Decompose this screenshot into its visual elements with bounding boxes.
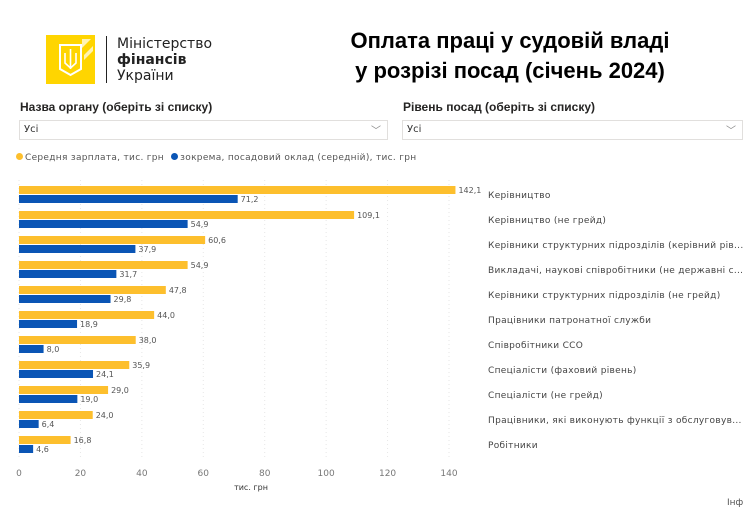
bar-avg-salary — [19, 386, 109, 394]
data-label: 71,2 — [241, 195, 259, 204]
bar-base-salary — [19, 370, 94, 378]
bar-base-salary — [19, 295, 111, 303]
logo-line2: фінансів — [117, 52, 187, 68]
category-label: Керівники структурних підрозділів (керів… — [488, 241, 744, 251]
category-label: Спеціалісти (фаховий рівень) — [488, 366, 637, 376]
legend-avg: Середня зарплата, тис. грн — [25, 153, 164, 163]
footer-text: Інф — [727, 498, 744, 508]
data-label: 109,1 — [357, 211, 380, 220]
bar-base-salary — [19, 270, 117, 278]
bar-avg-salary — [19, 336, 136, 344]
category-label: Працівники, які виконують функції з обсл… — [488, 416, 742, 426]
organ-filter-select[interactable]: Усі ﹀ — [19, 120, 388, 140]
bar-avg-salary — [19, 436, 71, 444]
x-tick-label: 20 — [75, 469, 87, 479]
bar-chart: 0 20 40 60 80 100 120 140 тис. грн 142,1 71,2 Керів… — [16, 180, 744, 492]
data-label: 4,6 — [36, 445, 49, 454]
data-label: 29,0 — [111, 386, 129, 395]
title-line1: Оплата праці у судовій владі — [350, 28, 670, 53]
organ-filter-label: Назва органу (оберіть зі списку) — [20, 100, 213, 114]
x-tick-label: 60 — [198, 469, 210, 479]
category-label: Викладачі, наукові співробітники (не дер… — [488, 266, 743, 276]
logo-line3: України — [117, 68, 174, 84]
bar-base-salary — [19, 220, 188, 228]
data-label: 8,0 — [47, 345, 60, 354]
bar-base-salary — [19, 195, 238, 203]
level-filter-value: Усі — [407, 124, 422, 135]
category-label: Робітники — [488, 441, 538, 451]
data-label: 16,8 — [74, 436, 92, 445]
bar-avg-salary — [19, 236, 206, 244]
x-tick-label: 40 — [136, 469, 148, 479]
data-label: 142,1 — [458, 186, 481, 195]
bar-avg-salary — [19, 211, 355, 219]
bar-avg-salary — [19, 286, 166, 294]
x-tick-label: 140 — [440, 469, 457, 479]
bar-base-salary — [19, 320, 78, 328]
category-label: Працівники патронатної служби — [488, 316, 651, 326]
data-label: 54,9 — [191, 261, 209, 270]
bar-avg-salary — [19, 311, 155, 319]
data-label: 38,0 — [139, 336, 157, 345]
data-label: 37,9 — [138, 245, 156, 254]
legend-dot-base — [171, 153, 179, 160]
data-label: 29,8 — [114, 295, 132, 304]
category-label: Співробітники ССО — [488, 341, 583, 351]
page-title: Оплата праці у судовій владі у розрізі п… — [330, 26, 690, 86]
x-tick-label: 80 — [259, 469, 271, 479]
x-tick-label: 120 — [379, 469, 396, 479]
data-label: 6,4 — [42, 420, 55, 429]
chart-legend: Середня зарплата, тис. грн зокрема, поса… — [16, 153, 416, 163]
data-label: 24,0 — [96, 411, 114, 420]
ministry-logo — [46, 35, 95, 84]
data-label: 31,7 — [119, 270, 137, 279]
category-label: Керівники структурних підрозділів (не гр… — [488, 291, 721, 301]
logo-divider — [106, 36, 107, 83]
legend-dot-avg — [16, 153, 23, 160]
data-label: 44,0 — [157, 311, 175, 320]
chevron-down-icon: ﹀ — [371, 126, 381, 137]
legend-base: зокрема, посадовий оклад (середній), тис… — [180, 153, 417, 163]
data-label: 24,1 — [96, 370, 114, 379]
title-line2: у розрізі посад (січень 2024) — [355, 58, 665, 83]
bar-base-salary — [19, 395, 78, 403]
data-label: 54,9 — [191, 220, 209, 229]
category-label: Керівництво (не грейд) — [488, 216, 606, 226]
bar-base-salary — [19, 345, 44, 353]
level-filter-label: Рівень посад (оберіть зі списку) — [403, 100, 595, 114]
data-label: 19,0 — [80, 395, 98, 404]
x-tick-label: 0 — [16, 469, 22, 479]
organ-filter-value: Усі — [24, 124, 39, 135]
x-axis-label: тис. грн — [234, 483, 268, 492]
logo-line1: Міністерство — [117, 36, 213, 52]
data-label: 35,9 — [132, 361, 150, 370]
bar-base-salary — [19, 445, 34, 453]
data-label: 60,6 — [208, 236, 226, 245]
data-label: 18,9 — [80, 320, 98, 329]
bar-base-salary — [19, 245, 136, 253]
bar-avg-salary — [19, 411, 93, 419]
chevron-down-icon: ﹀ — [726, 126, 736, 137]
bar-avg-salary — [19, 361, 130, 369]
bar-avg-salary — [19, 186, 456, 194]
level-filter-select[interactable]: Усі ﹀ — [402, 120, 743, 140]
category-label: Керівництво — [488, 191, 551, 201]
bar-base-salary — [19, 420, 39, 428]
logo-text: Міністерство фінансів України — [117, 36, 212, 84]
data-label: 47,8 — [169, 286, 187, 295]
x-tick-label: 100 — [318, 469, 335, 479]
category-label: Спеціалісти (не грейд) — [488, 391, 603, 401]
bar-avg-salary — [19, 261, 188, 269]
